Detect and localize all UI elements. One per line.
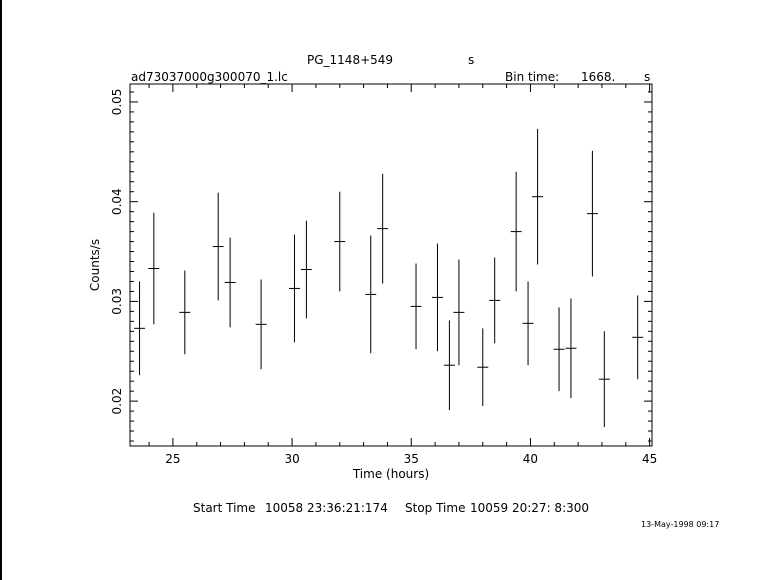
data-point (553, 307, 565, 392)
data-point (134, 281, 146, 376)
plot-timestamp: 13-May-1998 09:17 (641, 520, 720, 529)
stop-time-value: 10059 20:27: 8:300 (470, 501, 590, 515)
data-point (522, 281, 534, 366)
y-axis-label: Counts/s (88, 239, 102, 291)
data-point (453, 259, 465, 366)
source-unit-marker: s (468, 53, 475, 67)
data-point (300, 220, 312, 319)
x-axis-label: Time (hours) (352, 467, 429, 481)
bin-time-label: Bin time: (505, 70, 560, 84)
data-point (489, 257, 501, 344)
data-point (288, 234, 300, 343)
data-point (410, 263, 422, 350)
bin-time-unit: s (644, 70, 651, 84)
data-point (510, 171, 522, 292)
data-point (212, 192, 224, 301)
window-left-border (0, 0, 2, 580)
data-points (134, 128, 644, 428)
data-point (365, 235, 377, 354)
data-point (148, 212, 160, 325)
data-point (632, 295, 644, 380)
bin-time-value: 1668. (581, 70, 616, 84)
x-tick-label: 35 (404, 452, 419, 466)
source-name: PG_1148+549 (307, 53, 394, 67)
start-time-value: 10058 23:36:21:174 (265, 501, 388, 515)
start-time-label: Start Time (193, 501, 256, 515)
data-point (255, 279, 267, 370)
y-tick-label: 0.03 (110, 288, 124, 315)
axis-ticks (130, 84, 652, 446)
data-point (334, 191, 346, 292)
x-tick-label: 40 (523, 452, 538, 466)
data-point (377, 173, 389, 284)
data-point (586, 150, 598, 277)
y-tick-label: 0.05 (110, 89, 124, 116)
x-tick-label: 30 (284, 452, 299, 466)
data-point (532, 128, 544, 265)
plot-frame (129, 83, 653, 447)
data-point (565, 298, 577, 399)
y-tick-label: 0.04 (110, 188, 124, 215)
data-point (224, 237, 236, 328)
data-point (598, 331, 610, 428)
data-point (179, 270, 191, 355)
stop-time-label: Stop Time (405, 501, 466, 515)
data-point (431, 243, 443, 352)
x-tick-label: 25 (165, 452, 180, 466)
data-point (477, 328, 489, 407)
x-tick-label: 45 (642, 452, 657, 466)
data-point (443, 320, 455, 411)
lightcurve-filename: ad73037000g300070_1.lc (131, 70, 288, 84)
y-tick-label: 0.02 (110, 388, 124, 415)
axis-tick-labels: 25 30 35 40 45 0.02 0.03 0.04 0.05 (110, 89, 657, 466)
